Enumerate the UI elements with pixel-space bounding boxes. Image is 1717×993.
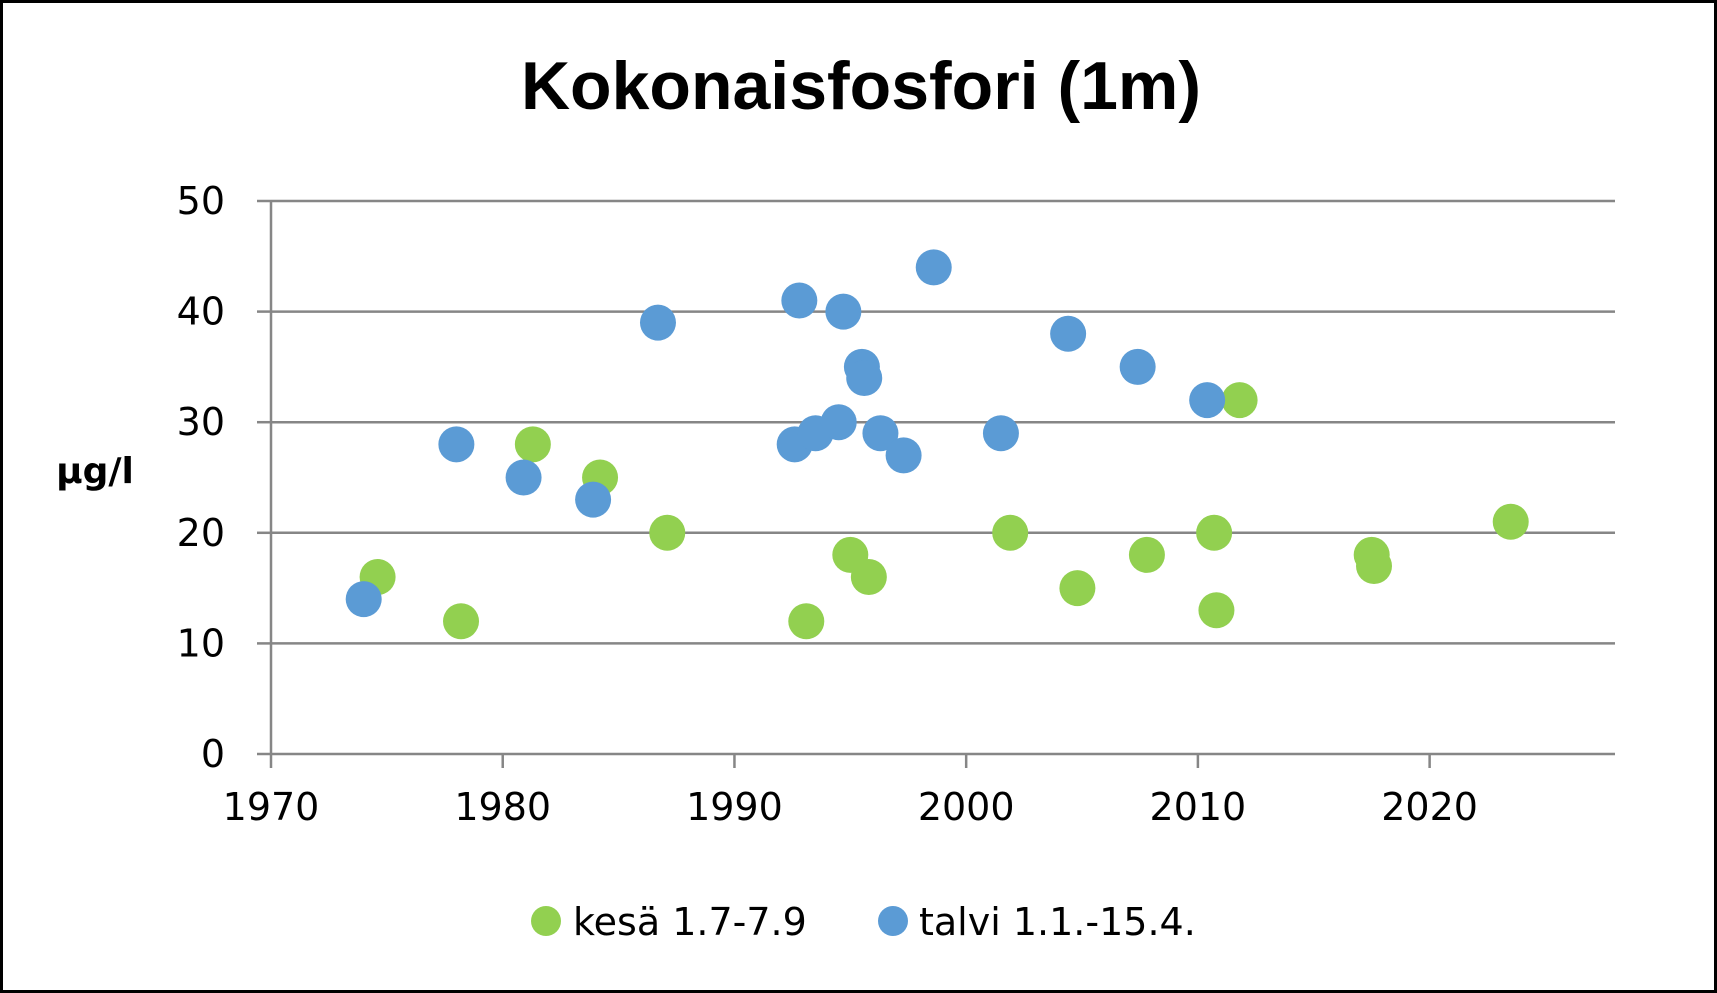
data-point — [1492, 503, 1529, 540]
y-tick-label: 10 — [177, 621, 225, 665]
data-point — [1128, 536, 1165, 573]
series-talvi — [345, 249, 1226, 618]
data-point — [982, 415, 1019, 452]
data-point — [850, 559, 887, 596]
data-point — [514, 426, 551, 463]
data-point — [1221, 382, 1258, 419]
data-point — [649, 514, 686, 551]
data-point — [438, 426, 475, 463]
y-tick-label: 20 — [177, 511, 225, 555]
y-tick-label: 0 — [201, 732, 225, 776]
legend-marker — [531, 906, 561, 936]
data-point — [1198, 592, 1235, 629]
data-point — [1196, 514, 1233, 551]
data-point — [885, 437, 922, 474]
axes — [257, 199, 1615, 768]
gridlines — [271, 199, 1615, 645]
chart-title: Kokonaisfosfori (1m) — [521, 48, 1201, 124]
y-tick-label: 30 — [177, 400, 225, 444]
x-tick-label: 2010 — [1150, 785, 1247, 829]
x-tick-label: 1980 — [454, 785, 551, 829]
x-tick-label: 1970 — [223, 785, 320, 829]
data-point — [1189, 382, 1226, 419]
scatter-chart: Kokonaisfosfori (1m) 0 10 20 30 40 50 1970 198… — [56, 48, 1615, 944]
y-tick-labels: 0 10 20 30 40 50 — [177, 179, 225, 776]
data-point — [1356, 547, 1393, 584]
data-point — [1059, 570, 1096, 607]
x-tick-label: 1990 — [686, 785, 783, 829]
data-point — [505, 459, 542, 496]
data-point — [1050, 315, 1087, 352]
data-point — [443, 603, 480, 640]
legend-marker — [878, 906, 908, 936]
x-tick-labels: 1970 1980 1990 2000 2010 2020 — [223, 785, 1478, 829]
data-point — [781, 282, 818, 319]
data-point — [820, 404, 857, 441]
y-tick-label: 50 — [177, 179, 225, 223]
data-point — [846, 359, 883, 396]
data-point — [575, 481, 612, 518]
x-tick-label: 2020 — [1381, 785, 1478, 829]
data-point — [639, 304, 676, 341]
data-points — [345, 249, 1529, 640]
data-point — [992, 514, 1029, 551]
legend-label: kesä 1.7-7.9 — [573, 900, 807, 944]
series-kesa — [359, 382, 1529, 640]
legend-label: talvi 1.1.-15.4. — [919, 900, 1196, 944]
x-tick-label: 2000 — [918, 785, 1015, 829]
y-tick-label: 40 — [177, 290, 225, 334]
data-point — [862, 415, 899, 452]
data-point — [825, 293, 862, 330]
data-point — [915, 249, 952, 286]
y-axis-label: µg/l — [56, 451, 134, 492]
legend: kesä 1.7-7.9 talvi 1.1.-15.4. — [531, 900, 1196, 944]
data-point — [345, 581, 382, 618]
data-point — [1119, 348, 1156, 385]
data-point — [788, 603, 825, 640]
